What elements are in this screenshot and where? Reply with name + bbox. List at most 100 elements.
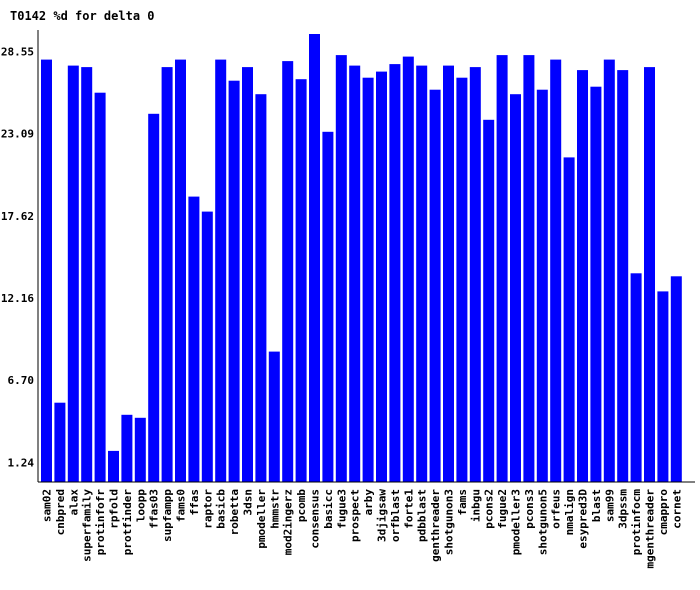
x-tick-label: basicb xyxy=(215,489,228,529)
x-tick-labels: sam02 cnbpred alax superfamily protinfofr rpf… xyxy=(41,489,684,569)
bar-forte1 xyxy=(402,56,414,482)
x-tick-label: forte1 xyxy=(402,489,415,529)
x-tick-label: pmodeller3 xyxy=(510,489,523,555)
bar-inbgu xyxy=(469,67,481,482)
x-tick-label: superfamily xyxy=(81,489,94,562)
x-tick-label: 3dpssm xyxy=(617,489,630,529)
x-tick-label: cornet xyxy=(670,489,683,529)
y-tick-label: 12.16 xyxy=(1,292,34,305)
x-tick-label: ffas03 xyxy=(148,489,161,529)
bar-fugue3 xyxy=(335,55,347,482)
x-tick-label: nmalign xyxy=(563,489,576,535)
y-tick-label: 1.24 xyxy=(8,456,35,469)
x-tick-label: genthreader xyxy=(429,489,442,562)
x-tick-label: 3dsn xyxy=(242,489,255,516)
bar-sam99 xyxy=(603,59,615,482)
bar-raptor xyxy=(201,211,213,482)
bar-orfblast xyxy=(389,64,401,482)
bar-superfamily xyxy=(81,67,93,482)
x-tick-label: esypred3D xyxy=(577,489,590,549)
x-tick-label: robetta xyxy=(228,489,241,535)
x-tick-label: pdbblast xyxy=(416,489,429,542)
x-tick-label: mgenthreader xyxy=(644,489,657,569)
x-tick-label: shotgunon3 xyxy=(443,489,456,555)
x-tick-label: consensus xyxy=(309,489,322,549)
x-tick-label: prospect xyxy=(349,489,362,542)
x-tick-label: fugue2 xyxy=(496,489,509,529)
x-tick-label: alax xyxy=(67,489,80,516)
bar-3djigsaw xyxy=(376,71,387,482)
x-tick-label: orfeus xyxy=(550,489,563,529)
bar-pcons2 xyxy=(483,119,495,483)
x-tick-label: blast xyxy=(590,489,603,522)
x-tick-label: ffas xyxy=(188,489,201,516)
bar-basicc xyxy=(322,131,334,483)
bar-basicb xyxy=(215,59,227,482)
bar-arby xyxy=(362,77,374,482)
bar-fams0 xyxy=(175,59,186,482)
y-tick-label: 23.09 xyxy=(1,128,34,141)
x-tick-label: sam02 xyxy=(41,489,54,522)
x-tick-label: 3djigsaw xyxy=(376,489,389,542)
bar-rpfold xyxy=(108,450,119,482)
x-tick-label: supfampp xyxy=(161,489,174,542)
bar-pcomb xyxy=(295,79,307,482)
bar-fams xyxy=(456,77,468,482)
bar-sam02 xyxy=(41,59,52,482)
x-tick-label: rpfold xyxy=(108,489,121,529)
bar-prospect xyxy=(349,65,361,482)
x-tick-label: mod2ingerz xyxy=(282,489,295,555)
bar-protinfocm xyxy=(630,273,642,482)
bar-protfinder xyxy=(121,414,133,482)
x-tick-label: cmappro xyxy=(657,489,670,536)
bar-3dpssm xyxy=(617,70,629,482)
y-tick-label: 6.70 xyxy=(8,374,35,387)
bar-cmappro xyxy=(657,291,669,482)
x-tick-label: inbgu xyxy=(469,489,482,522)
chart-title: T0142 %d for delta 0 xyxy=(10,9,155,23)
x-tick-label: pcons2 xyxy=(483,489,496,529)
x-tick-label: basicc xyxy=(322,489,335,529)
x-tick-label: fams0 xyxy=(175,489,188,522)
bar-pdbblast xyxy=(416,65,428,482)
y-tick-label: 17.62 xyxy=(1,210,34,223)
x-tick-label: fugue3 xyxy=(335,489,348,529)
bar-nmalign xyxy=(563,157,575,482)
x-tick-label: hmmstr xyxy=(268,489,281,529)
bar-shotgunon5 xyxy=(536,89,548,482)
x-tick-label: pmodeller xyxy=(255,489,268,549)
bar-supfampp xyxy=(161,67,173,482)
bar-robetta xyxy=(228,80,240,482)
x-tick-label: raptor xyxy=(201,489,214,529)
bar-orfeus xyxy=(550,59,562,482)
bar-ffas xyxy=(188,196,200,482)
bar-esypred3D xyxy=(577,70,588,482)
bar-consensus xyxy=(309,34,320,482)
bar-blast xyxy=(590,86,602,482)
bar-pmodeller3 xyxy=(510,94,521,482)
x-tick-label: orfblast xyxy=(389,489,402,542)
x-tick-label: shotgunon5 xyxy=(536,489,549,555)
bar-cnbpred xyxy=(54,402,66,482)
bar-protinfofr xyxy=(94,92,106,482)
bar-mod2ingerz xyxy=(282,61,294,482)
bar-3dsn xyxy=(242,67,253,482)
x-tick-label: pcomb xyxy=(295,489,308,522)
bar-shotgunon3 xyxy=(443,65,454,482)
bar-alax xyxy=(67,65,79,482)
x-tick-label: fams xyxy=(456,489,469,516)
y-tick-label: 28.55 xyxy=(1,45,34,58)
bar-pmodeller xyxy=(255,94,267,482)
bar-cornet xyxy=(670,276,682,482)
bar-mgenthreader xyxy=(644,67,655,482)
bar-genthreader xyxy=(429,89,441,482)
bar-ffas03 xyxy=(148,113,160,483)
bar-hmmstr xyxy=(268,351,280,482)
x-tick-label: protinfocm xyxy=(630,489,643,556)
x-tick-label: sam99 xyxy=(603,489,616,522)
x-tick-label: pcons3 xyxy=(523,489,536,529)
bar-fugue2 xyxy=(496,55,508,482)
y-tick-labels: 1.24 6.70 12.16 17.62 23.09 28.55 xyxy=(1,45,34,469)
x-tick-label: cnbpred xyxy=(54,489,67,535)
